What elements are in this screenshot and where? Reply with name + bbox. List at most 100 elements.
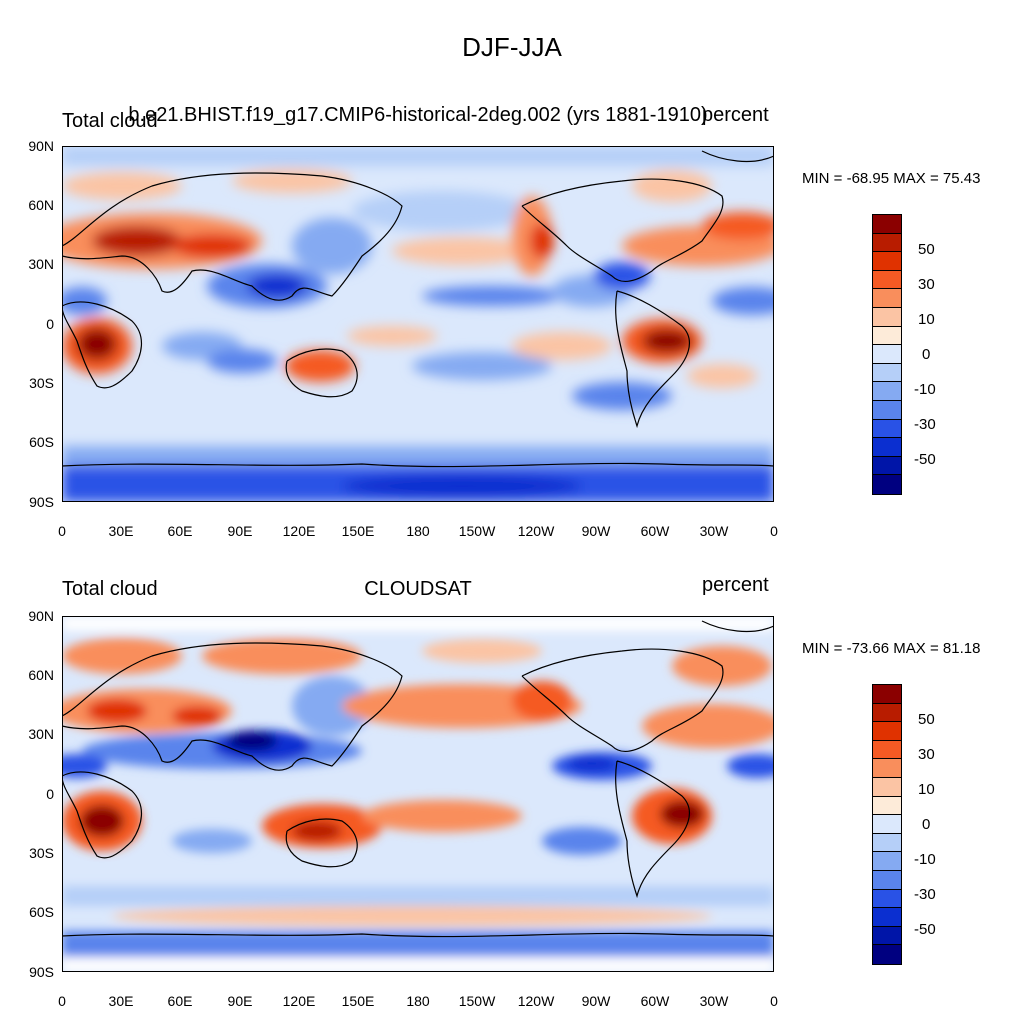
panel2-lon-label: 150W (458, 993, 496, 1009)
colorbar-swatch (873, 382, 901, 401)
panel2-colorbar-label: -50 (914, 921, 936, 938)
panel1-colorbar-label: -30 (914, 416, 936, 433)
colorbar-swatch (873, 945, 901, 964)
panel2-colorbar-label: -10 (914, 851, 936, 868)
panel1-lat-label: 30S (29, 375, 54, 391)
colorbar-swatch (873, 815, 901, 834)
panel1-lat-label: 60S (29, 434, 54, 450)
colorbar-swatch (873, 289, 901, 308)
panel2-lon-label: 90W (581, 993, 611, 1009)
panel2-lon-label: 120E (282, 993, 316, 1009)
panel1-lon-label: 0 (58, 523, 66, 539)
panel2-frame (62, 616, 774, 972)
panel1-colorbar-label: 30 (918, 276, 935, 293)
panel1-lon-label: 90W (581, 523, 611, 539)
colorbar-swatch (873, 908, 901, 927)
colorbar-swatch (873, 777, 901, 797)
panel1-lon-label: 150E (341, 523, 375, 539)
panel2-map (62, 616, 774, 972)
panel1-lon-label: 30E (108, 523, 134, 539)
panel1-colorbar-label: 10 (918, 311, 935, 328)
panel1-lon-label: 120W (517, 523, 555, 539)
panel1-left-title: Total cloud (62, 110, 158, 132)
panel1-lat-label: 90N (28, 138, 54, 154)
panel1-lon-label: 60W (640, 523, 670, 539)
panel2-lon-label: 30W (699, 993, 729, 1009)
colorbar-swatch (873, 363, 901, 383)
panel1-colorbar-label: 0 (922, 346, 931, 363)
panel2-lat-label: 30N (28, 726, 54, 742)
colorbar-swatch (873, 270, 901, 290)
colorbar-swatch (873, 475, 901, 494)
panel2-lat-label: 0 (46, 786, 54, 802)
colorbar-swatch (873, 252, 901, 271)
panel2-lon-label: 90E (227, 993, 253, 1009)
colorbar-swatch (873, 438, 901, 457)
panel1-colorbar-label: -50 (914, 451, 936, 468)
panel2-lat-label: 30S (29, 845, 54, 861)
colorbar-swatch (873, 685, 901, 704)
panel2-colorbar-label: 30 (918, 746, 935, 763)
colorbar-swatch (873, 759, 901, 778)
panel2-colorbar-label: 50 (918, 711, 935, 728)
panel2-coastlines (62, 620, 774, 938)
panel1-colorbar-label: -10 (914, 381, 936, 398)
panel1-lon-label: 30W (699, 523, 729, 539)
panel2-colorbar-label: 10 (918, 781, 935, 798)
panel2-lat-label: 60N (28, 667, 54, 683)
panel1-lat-label: 60N (28, 197, 54, 213)
panel2-lon-label: 30E (108, 993, 134, 1009)
panel2-lon-label: 180 (406, 993, 430, 1009)
panel1-lat-label: 0 (46, 316, 54, 332)
colorbar-swatch (873, 233, 901, 253)
panel2-left-title: Total cloud (62, 578, 158, 600)
panel2-lon-label: 150E (341, 993, 375, 1009)
colorbar-swatch (873, 419, 901, 439)
colorbar-swatch (873, 870, 901, 890)
panel1-lon-label: 0 (770, 523, 778, 539)
panel2-lat-label: 90S (29, 964, 54, 980)
panel1-colorbar-label: 50 (918, 241, 935, 258)
panel2-lon-label: 120W (517, 993, 555, 1009)
panel1-right-title: percent (702, 104, 769, 126)
panel1-lon-label: 120E (282, 523, 316, 539)
panel1-frame (62, 146, 774, 502)
panel2-lon-label: 60W (640, 993, 670, 1009)
panel2-colorbar-label: 0 (922, 816, 931, 833)
panel2-minmax: MIN = -73.66 MAX = 81.18 (802, 640, 981, 657)
colorbar-swatch (873, 833, 901, 853)
panel2-lon-label: 0 (770, 993, 778, 1009)
colorbar-swatch (873, 889, 901, 909)
panel1-cloud-field (62, 146, 774, 502)
panel1-lat-label: 30N (28, 256, 54, 272)
panel1-lon-label: 150W (458, 523, 496, 539)
colorbar-swatch (873, 740, 901, 760)
figure-title: DJF-JJA (462, 32, 562, 62)
colorbar-swatch (873, 345, 901, 364)
colorbar-swatch (873, 400, 901, 420)
panel2-lat-label: 90N (28, 608, 54, 624)
colorbar-swatch (873, 703, 901, 723)
panel1-lon-label: 60E (167, 523, 193, 539)
panel2-lon-label: 0 (58, 993, 66, 1009)
panel1-lon-label: 180 (406, 523, 430, 539)
panel1-lon-label: 90E (227, 523, 253, 539)
colorbar-swatch (873, 926, 901, 946)
colorbar-swatch (873, 722, 901, 741)
colorbar-swatch (873, 852, 901, 871)
panel1-map (62, 146, 774, 502)
colorbar-swatch (873, 326, 901, 346)
panel2-colorbar (872, 684, 902, 965)
panel2-lon-label: 60E (167, 993, 193, 1009)
panel1-lat-label: 90S (29, 494, 54, 510)
panel1-center-title: b.e21.BHIST.f19_g17.CMIP6-historical-2de… (128, 104, 708, 126)
colorbar-swatch (873, 456, 901, 476)
panel1-minmax: MIN = -68.95 MAX = 75.43 (802, 170, 981, 187)
panel1-coastlines (62, 150, 774, 468)
colorbar-swatch (873, 796, 901, 816)
colorbar-swatch (873, 307, 901, 327)
panel2-center-title: CLOUDSAT (364, 578, 472, 600)
colorbar-swatch (873, 215, 901, 234)
panel2-colorbar-label: -30 (914, 886, 936, 903)
panel2-right-title: percent (702, 574, 769, 596)
